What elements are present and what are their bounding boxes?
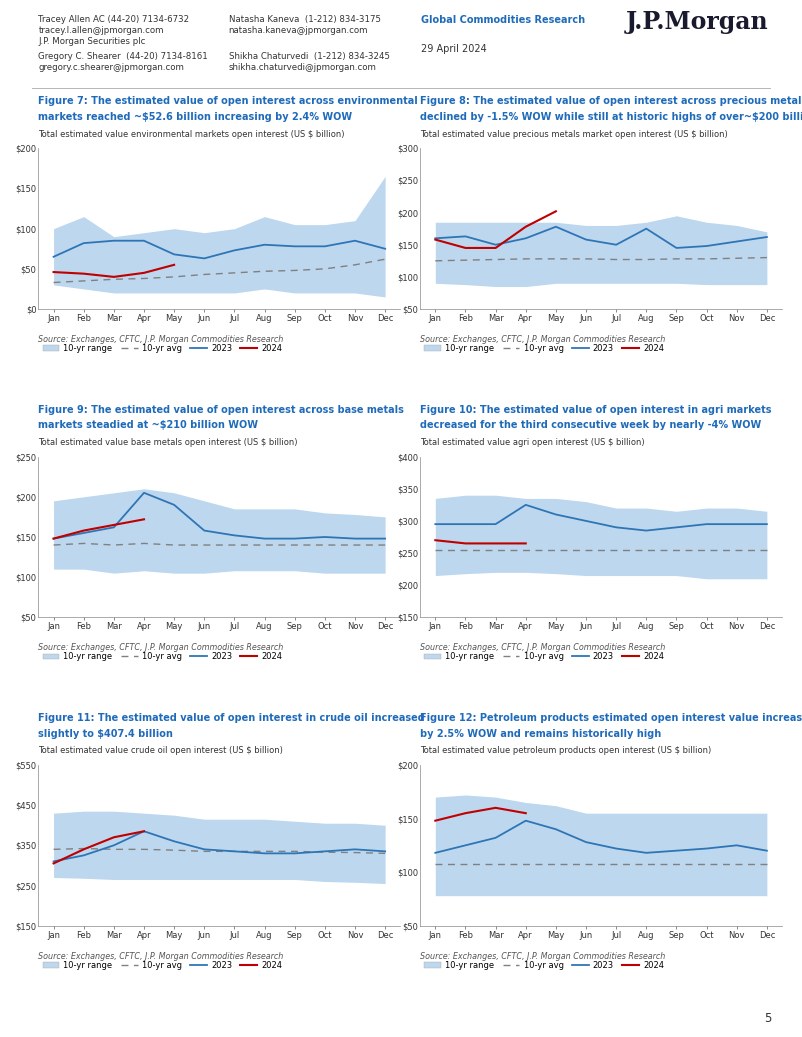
Text: J.P.Morgan: J.P.Morgan [626,10,768,34]
Text: 29 April 2024: 29 April 2024 [421,44,487,54]
Legend: 10-yr range, 10-yr avg, 2023, 2024: 10-yr range, 10-yr avg, 2023, 2024 [43,960,282,970]
Text: Natasha Kaneva  (1-212) 834-3175: Natasha Kaneva (1-212) 834-3175 [229,15,381,24]
Text: Total estimated value precious metals market open interest (US $ billion): Total estimated value precious metals ma… [420,130,728,139]
Text: Figure 11: The estimated value of open interest in crude oil increased: Figure 11: The estimated value of open i… [38,713,425,723]
Text: Source: Exchanges, CFTC, J.P. Morgan Commodities Research: Source: Exchanges, CFTC, J.P. Morgan Com… [420,952,666,960]
Text: Figure 9: The estimated value of open interest across base metals: Figure 9: The estimated value of open in… [38,404,404,415]
Text: Total estimated value petroleum products open interest (US $ billion): Total estimated value petroleum products… [420,747,711,755]
Text: Source: Exchanges, CFTC, J.P. Morgan Commodities Research: Source: Exchanges, CFTC, J.P. Morgan Com… [420,643,666,652]
Text: shikha.chaturvedi@jpmorgan.com: shikha.chaturvedi@jpmorgan.com [229,63,376,73]
Legend: 10-yr range, 10-yr avg, 2023, 2024: 10-yr range, 10-yr avg, 2023, 2024 [43,652,282,662]
Text: Figure 8: The estimated value of open interest across precious metals: Figure 8: The estimated value of open in… [420,96,802,107]
Text: by 2.5% WOW and remains historically high: by 2.5% WOW and remains historically hig… [420,729,662,738]
Text: natasha.kaneva@jpmorgan.com: natasha.kaneva@jpmorgan.com [229,26,368,35]
Text: Total estimated value base metals open interest (US $ billion): Total estimated value base metals open i… [38,438,298,447]
Legend: 10-yr range, 10-yr avg, 2023, 2024: 10-yr range, 10-yr avg, 2023, 2024 [424,344,664,353]
Text: Total estimated value environmental markets open interest (US $ billion): Total estimated value environmental mark… [38,130,345,139]
Text: decreased for the third consecutive week by nearly -4% WOW: decreased for the third consecutive week… [420,420,761,430]
Text: Global Commodities Research: Global Commodities Research [421,15,585,25]
Text: Source: Exchanges, CFTC, J.P. Morgan Commodities Research: Source: Exchanges, CFTC, J.P. Morgan Com… [420,335,666,344]
Text: declined by -1.5% WOW while still at historic highs of over~$200 billion: declined by -1.5% WOW while still at his… [420,112,802,122]
Text: markets steadied at ~$210 billion WOW: markets steadied at ~$210 billion WOW [38,420,258,430]
Text: Shikha Chaturvedi  (1-212) 834-3245: Shikha Chaturvedi (1-212) 834-3245 [229,52,390,61]
Text: Gregory C. Shearer  (44-20) 7134-8161: Gregory C. Shearer (44-20) 7134-8161 [38,52,209,61]
Legend: 10-yr range, 10-yr avg, 2023, 2024: 10-yr range, 10-yr avg, 2023, 2024 [424,652,664,662]
Text: Figure 10: The estimated value of open interest in agri markets: Figure 10: The estimated value of open i… [420,404,772,415]
Text: Source: Exchanges, CFTC, J.P. Morgan Commodities Research: Source: Exchanges, CFTC, J.P. Morgan Com… [38,335,284,344]
Text: Figure 12: Petroleum products estimated open interest value increased: Figure 12: Petroleum products estimated … [420,713,802,723]
Text: Total estimated value crude oil open interest (US $ billion): Total estimated value crude oil open int… [38,747,283,755]
Text: Source: Exchanges, CFTC, J.P. Morgan Commodities Research: Source: Exchanges, CFTC, J.P. Morgan Com… [38,643,284,652]
Text: Figure 7: The estimated value of open interest across environmental: Figure 7: The estimated value of open in… [38,96,419,107]
Text: Total estimated value agri open interest (US $ billion): Total estimated value agri open interest… [420,438,645,447]
Legend: 10-yr range, 10-yr avg, 2023, 2024: 10-yr range, 10-yr avg, 2023, 2024 [424,960,664,970]
Text: gregory.c.shearer@jpmorgan.com: gregory.c.shearer@jpmorgan.com [38,63,184,73]
Legend: 10-yr range, 10-yr avg, 2023, 2024: 10-yr range, 10-yr avg, 2023, 2024 [43,344,282,353]
Text: Source: Exchanges, CFTC, J.P. Morgan Commodities Research: Source: Exchanges, CFTC, J.P. Morgan Com… [38,952,284,960]
Text: J.P. Morgan Securities plc: J.P. Morgan Securities plc [38,37,146,47]
Text: slightly to $407.4 billion: slightly to $407.4 billion [38,729,173,738]
Text: markets reached ~$52.6 billion increasing by 2.4% WOW: markets reached ~$52.6 billion increasin… [38,112,353,122]
Text: 5: 5 [764,1011,772,1025]
Text: Tracey Allen AC (44-20) 7134-6732: Tracey Allen AC (44-20) 7134-6732 [38,15,189,24]
Text: tracey.l.allen@jpmorgan.com: tracey.l.allen@jpmorgan.com [38,26,164,35]
